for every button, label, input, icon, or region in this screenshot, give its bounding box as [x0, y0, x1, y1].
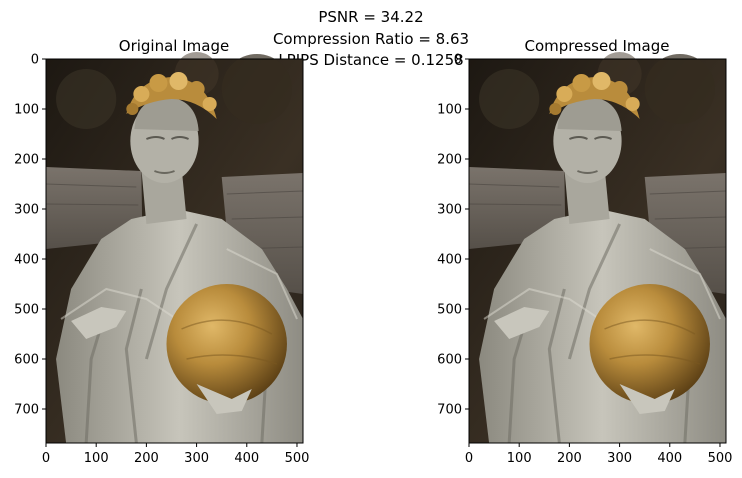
compressed-ytick-label: 100: [437, 103, 462, 118]
title-compressed-image: Compressed Image: [524, 37, 670, 55]
axes-compressed: 0 100 200 300 400 500 0 100 200 300 400 500 600 700: [437, 50, 733, 466]
original-ytick-label: 0: [31, 53, 39, 68]
compressed-xtick-label: 500: [708, 451, 733, 466]
compressed-ytick-label: 200: [437, 153, 462, 168]
original-xtick-label: 500: [285, 451, 310, 466]
compressed-ytick-label: 600: [437, 353, 462, 368]
compressed-xtick-label: 100: [507, 451, 532, 466]
suptitle-compression-ratio: Compression Ratio = 8.63: [272, 30, 470, 48]
axes-frame-compressed: [468, 58, 727, 444]
suptitle-psnr: PSNR = 34.22: [318, 8, 424, 26]
compressed-ytick-label: 0: [454, 53, 462, 68]
compressed-ytick-label: 400: [437, 253, 462, 268]
compressed-image: [467, 50, 728, 445]
original-image: [44, 50, 305, 445]
suptitle-lpips: LPIPS Distance = 0.1258: [278, 51, 464, 69]
axes-frame-original: [45, 58, 304, 444]
axes-original: 0 100 200 300 400 500 0 100 200 300 400 500 600 700: [14, 50, 310, 466]
original-ytick-label: 200: [14, 153, 39, 168]
compressed-ytick-label: 300: [437, 203, 462, 218]
original-xtick-label: 200: [134, 451, 159, 466]
original-xtick-label: 300: [184, 451, 209, 466]
original-ytick-label: 600: [14, 353, 39, 368]
compressed-xtick-label: 0: [465, 451, 473, 466]
original-xtick-label: 400: [234, 451, 259, 466]
title-original-image: Original Image: [118, 37, 230, 55]
original-xtick-label: 0: [42, 451, 50, 466]
compressed-xtick-label: 200: [557, 451, 582, 466]
original-ytick-label: 400: [14, 253, 39, 268]
original-ytick-label: 500: [14, 303, 39, 318]
compressed-xtick-label: 300: [607, 451, 632, 466]
original-ytick-label: 300: [14, 203, 39, 218]
compressed-ytick-label: 500: [437, 303, 462, 318]
original-ytick-label: 100: [14, 103, 39, 118]
compressed-ytick-label: 700: [437, 403, 462, 418]
original-ytick-label: 700: [14, 403, 39, 418]
original-xtick-label: 100: [84, 451, 109, 466]
compressed-xtick-label: 400: [657, 451, 682, 466]
